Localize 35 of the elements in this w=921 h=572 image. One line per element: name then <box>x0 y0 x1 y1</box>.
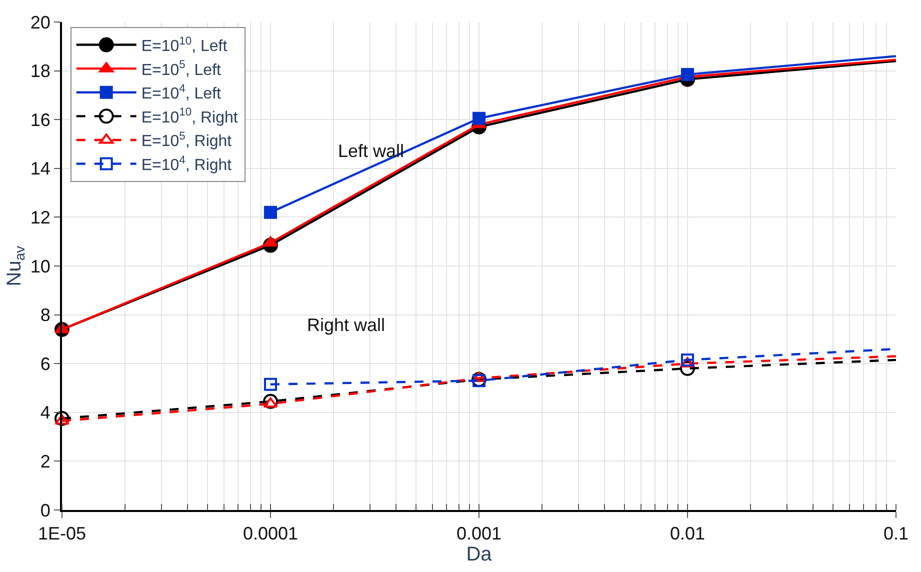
y-tick-label: 10 <box>30 256 50 276</box>
x-tick-label: 0.01 <box>670 524 706 544</box>
legend-label: E=10$^{10}$, Left <box>141 35 228 56</box>
y-tick-label: 16 <box>30 110 50 130</box>
point <box>263 397 278 408</box>
y-tick-label: 18 <box>30 61 50 82</box>
legend-label: E=10$^{4}$, Left <box>141 82 222 103</box>
legend-label: E=10$^{10}$, Right <box>141 106 238 126</box>
point <box>263 236 278 247</box>
annotation: Right wall <box>307 315 386 335</box>
x-tick-label: 1E-05 <box>38 524 86 544</box>
legend-label: E=10$^{5}$, Left <box>141 59 222 79</box>
y-tick-label: 12 <box>30 208 50 228</box>
x-tick-label: 0.1 <box>883 524 909 544</box>
legend-label: E=10$^{5}$, Right <box>141 130 232 150</box>
y-tick-label: 4 <box>40 402 50 423</box>
point <box>681 353 694 366</box>
point <box>54 411 70 426</box>
x-axis-title: Da <box>466 544 493 566</box>
x-tick-label: 0.001 <box>456 524 502 544</box>
y-tick-label: 8 <box>40 305 50 326</box>
point <box>263 394 278 409</box>
y-tick-label: 14 <box>30 158 50 179</box>
y-tick-label: 6 <box>40 354 50 374</box>
y-tick-label: 2 <box>40 452 50 472</box>
x-tick-label: 0.0001 <box>242 524 298 544</box>
y-tick-label: 0 <box>40 500 50 520</box>
point <box>264 378 277 391</box>
legend-label: E=10$^{4}$, Right <box>141 154 232 174</box>
point <box>680 360 695 376</box>
point <box>472 112 486 125</box>
annotation: Left wall <box>338 141 404 161</box>
point <box>264 206 277 219</box>
point <box>54 414 70 425</box>
y-tick-label: 20 <box>30 12 50 32</box>
